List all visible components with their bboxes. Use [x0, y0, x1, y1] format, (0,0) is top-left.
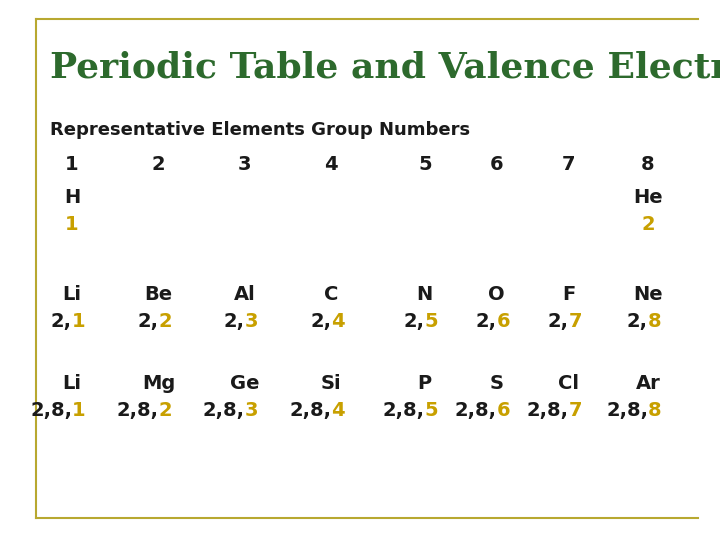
Text: 8: 8 [648, 312, 662, 331]
Text: Periodic Table and Valence Electrons: Periodic Table and Valence Electrons [50, 51, 720, 84]
Text: 8: 8 [642, 155, 654, 174]
Text: Representative Elements Group Numbers: Representative Elements Group Numbers [50, 120, 471, 139]
Text: P: P [418, 374, 432, 393]
Text: 2,: 2, [404, 312, 425, 331]
Text: 2,: 2, [548, 312, 569, 331]
Text: 5: 5 [418, 155, 431, 174]
Text: 7: 7 [562, 155, 575, 174]
Text: 2,: 2, [310, 312, 331, 331]
Text: 4: 4 [331, 312, 345, 331]
Text: 2,: 2, [138, 312, 158, 331]
Text: 2,8,: 2,8, [606, 401, 648, 420]
Text: Be: Be [144, 285, 173, 304]
Text: 5: 5 [425, 312, 438, 331]
Text: 2,8,: 2,8, [117, 401, 158, 420]
Text: Al: Al [234, 285, 256, 304]
Text: 2,8,: 2,8, [30, 401, 72, 420]
Text: 4: 4 [325, 155, 338, 174]
Text: 2,8,: 2,8, [383, 401, 425, 420]
Text: Ar: Ar [636, 374, 660, 393]
Text: 8: 8 [648, 401, 662, 420]
Text: O: O [488, 285, 505, 304]
Text: 1: 1 [66, 155, 78, 174]
Text: Ne: Ne [633, 285, 663, 304]
Text: Cl: Cl [558, 374, 580, 393]
Text: 4: 4 [331, 401, 345, 420]
Text: 2,8,: 2,8, [289, 401, 331, 420]
Text: Mg: Mg [142, 374, 175, 393]
Text: 3: 3 [245, 312, 258, 331]
Text: 1: 1 [72, 401, 86, 420]
Text: H: H [64, 187, 80, 207]
Text: 6: 6 [497, 312, 510, 331]
Text: Li: Li [63, 374, 81, 393]
Text: S: S [490, 374, 504, 393]
Text: 2,: 2, [51, 312, 72, 331]
Text: Si: Si [321, 374, 341, 393]
Text: 1: 1 [66, 214, 78, 234]
Text: Ge: Ge [230, 374, 259, 393]
Text: 3: 3 [238, 155, 251, 174]
Text: 6: 6 [490, 155, 503, 174]
Text: 5: 5 [425, 401, 438, 420]
Text: 3: 3 [245, 401, 258, 420]
Text: 2: 2 [158, 401, 172, 420]
Text: 2,: 2, [224, 312, 245, 331]
Text: 1: 1 [72, 312, 86, 331]
Text: N: N [417, 285, 433, 304]
Text: 7: 7 [569, 312, 582, 331]
Text: 2,8,: 2,8, [455, 401, 497, 420]
Text: 2,8,: 2,8, [527, 401, 569, 420]
Text: 2,: 2, [476, 312, 497, 331]
Text: Li: Li [63, 285, 81, 304]
Text: 2: 2 [152, 155, 165, 174]
Text: C: C [324, 285, 338, 304]
Text: 2,8,: 2,8, [203, 401, 245, 420]
Text: 2,: 2, [627, 312, 648, 331]
Text: 2: 2 [642, 214, 654, 234]
Text: F: F [562, 285, 575, 304]
Text: 7: 7 [569, 401, 582, 420]
Text: 6: 6 [497, 401, 510, 420]
Text: 2: 2 [158, 312, 172, 331]
Text: He: He [633, 187, 663, 207]
